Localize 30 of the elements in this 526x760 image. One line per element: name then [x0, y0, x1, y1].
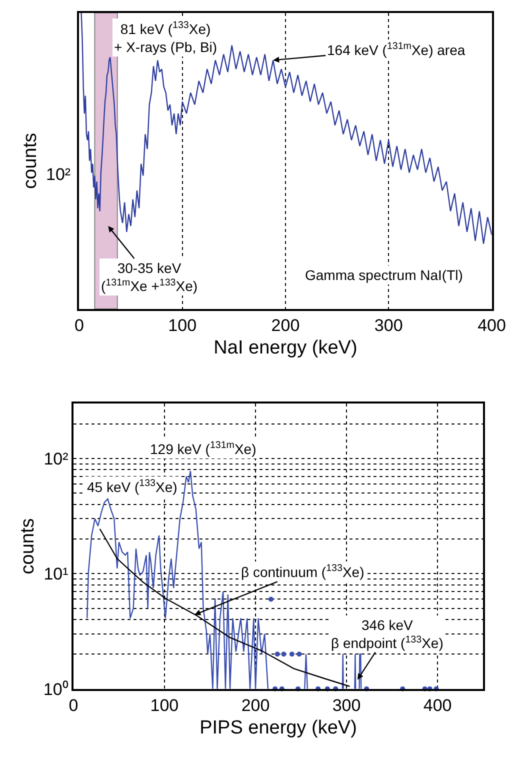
y-tick-label: 10¹	[44, 564, 69, 584]
annotation: 45 keV ($^{133}$Xe)	[87, 478, 178, 495]
x-tick-label: 0	[74, 316, 84, 336]
annotation: 346 keV β endpoint ($^{133}$Xe)	[331, 617, 444, 652]
x-tick-label: 400	[478, 316, 506, 336]
point	[289, 652, 294, 657]
x-tick-label: 100	[168, 316, 197, 336]
x-tick-label: 200	[271, 316, 300, 336]
x-tick-label: 300	[374, 316, 403, 336]
y-axis-title: counts	[20, 132, 41, 189]
point	[296, 652, 302, 657]
point	[281, 652, 286, 657]
annotation: 164 keV ($^{131m}$Xe) area	[327, 41, 466, 58]
x-tick-label: 300	[332, 696, 361, 715]
y-tick-label: 10²	[44, 450, 69, 468]
y-tick-label: 10⁰	[43, 680, 68, 699]
x-tick-label: 200	[241, 696, 270, 715]
annotation: β continuum ($^{133}$Xe)	[241, 563, 364, 580]
x-tick-label: 100	[150, 696, 179, 715]
annotation: 129 keV ($^{131m}$Xe)	[150, 440, 256, 457]
annotation: Gamma spectrum NaI(Tl)	[305, 267, 463, 283]
point	[268, 596, 274, 602]
x-tick-label: 0	[68, 696, 78, 715]
annotation: 30-35 keV ($^{131m}$Xe +$^{133}$Xe)	[101, 260, 198, 294]
y-axis-title: counts	[18, 518, 39, 574]
x-axis-title: PIPS energy (keV)	[200, 717, 357, 738]
x-axis-title: NaI energy (keV)	[214, 337, 358, 358]
point	[274, 652, 280, 657]
annotation: 81 keV ($^{133}$Xe) + X-rays (Pb, Bi)	[114, 20, 218, 56]
x-tick-label: 400	[423, 696, 452, 715]
